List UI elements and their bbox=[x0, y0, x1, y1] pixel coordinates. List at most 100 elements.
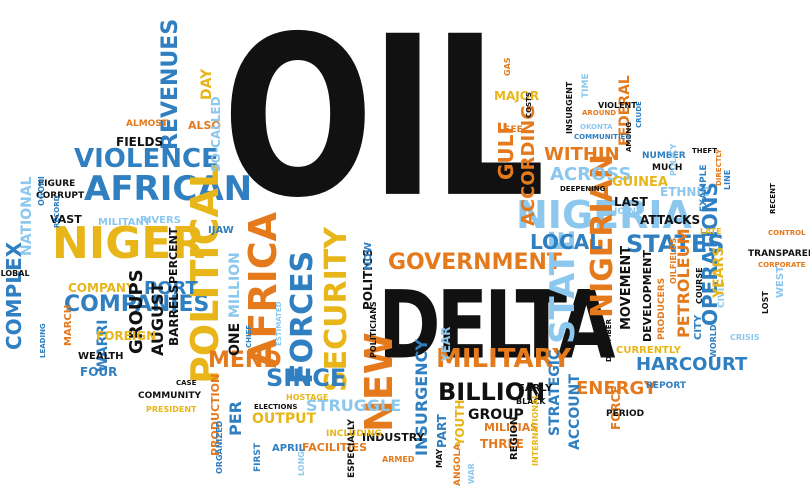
word-percent: PERCENT bbox=[167, 227, 180, 284]
word-example: EXAMPLE bbox=[699, 164, 709, 213]
word-complex: COMPLEX bbox=[2, 241, 26, 350]
word-revenues: REVENUES bbox=[158, 18, 183, 150]
word-part: PART bbox=[435, 414, 449, 448]
word-within: WITHIN bbox=[544, 144, 620, 165]
word-youth: YOUTH bbox=[453, 399, 467, 446]
word-global: GLOBAL bbox=[0, 269, 30, 278]
word-currently: CURRENTLY bbox=[616, 345, 681, 356]
word-communities: COMMUNITIES bbox=[574, 133, 631, 141]
word-corporate: CORPORATE bbox=[758, 261, 806, 269]
word-military: MILITARY bbox=[436, 344, 572, 374]
word-vast: VAST bbox=[50, 213, 82, 226]
word-companies: COMPANIES bbox=[64, 292, 210, 317]
word-joint: JOINT bbox=[614, 207, 643, 217]
word-report: REPORT bbox=[646, 381, 686, 391]
word-struggle: STRUGGLE bbox=[306, 396, 402, 415]
word-development: DEVELOPMENT bbox=[641, 250, 654, 342]
word-world: WORLD bbox=[709, 324, 718, 358]
word-late: LATE bbox=[700, 227, 722, 236]
word-city: CITY bbox=[693, 314, 704, 340]
word-including: INCLUDING bbox=[326, 429, 382, 439]
word-violent: VIOLENT bbox=[598, 101, 637, 110]
word-major: MAJOR bbox=[494, 89, 540, 103]
word-foreign: FOREIGN bbox=[96, 329, 157, 343]
word-guinea: GUINEA bbox=[612, 175, 668, 190]
word-last: LAST bbox=[614, 195, 648, 209]
word-ethnic: ETHNIC bbox=[660, 185, 710, 199]
word-first: FIRST bbox=[253, 442, 263, 472]
word-force: FORCE bbox=[609, 385, 623, 430]
word-energy: ENERGY bbox=[576, 378, 657, 399]
word-theft: THEFT bbox=[692, 147, 717, 155]
word-directly: DIRECTLY bbox=[715, 149, 723, 186]
word-militant: MILITANT bbox=[98, 217, 151, 228]
word-organized: ORGANIZED bbox=[215, 420, 224, 474]
word-niger: NIGER bbox=[52, 218, 206, 269]
word-president: PRESIDENT bbox=[146, 405, 197, 414]
word-year: YEAR bbox=[439, 326, 453, 362]
word-case: CASE bbox=[176, 379, 197, 387]
word-community: COMMUNITY bbox=[138, 391, 202, 401]
word-now: NOW bbox=[363, 242, 374, 270]
word-west: WEST bbox=[775, 266, 786, 298]
word-much: MUCH bbox=[652, 163, 683, 173]
word-nigeria: NIGERIA bbox=[516, 193, 692, 237]
word-violence: VIOLENCE bbox=[74, 144, 219, 174]
word-gas: GAS bbox=[503, 57, 512, 76]
word-politicians: POLITICIANS bbox=[369, 301, 378, 358]
word-rivers: RIVERS bbox=[140, 215, 181, 226]
word-april: APRIL bbox=[272, 443, 305, 454]
word-leading: LEADING bbox=[39, 323, 47, 358]
word-one: ONE bbox=[227, 322, 243, 356]
word-across: ACROSS bbox=[550, 164, 632, 185]
word-national: NATIONAL bbox=[19, 176, 35, 256]
word-million: MILLION bbox=[227, 252, 243, 318]
word-black: BLACK bbox=[516, 397, 546, 406]
word-armed: ARMED bbox=[382, 455, 415, 464]
word-course: COURSE bbox=[695, 267, 704, 304]
word-early: EARLY bbox=[518, 383, 553, 394]
word-march: MARCH bbox=[63, 304, 74, 346]
word-states: STATES bbox=[626, 230, 725, 258]
word-estimated: ESTIMATED bbox=[275, 301, 283, 346]
word-chief: CHIEF bbox=[245, 324, 253, 348]
word-facilities: FACILITIES bbox=[302, 441, 368, 454]
word-years: YEARS bbox=[711, 246, 727, 298]
word-time: TIME bbox=[581, 73, 591, 98]
word-recent: RECENT bbox=[769, 183, 777, 214]
word-august: AUGUST bbox=[148, 282, 167, 356]
word-fields: FIELDS bbox=[116, 135, 164, 149]
word-ogoni: OGONI bbox=[37, 176, 46, 206]
word-hostage: HOSTAGE bbox=[286, 393, 329, 402]
word-record: RECORD bbox=[53, 195, 61, 228]
word-new: NEW bbox=[357, 332, 401, 432]
word-account: ACCOUNT bbox=[567, 374, 583, 450]
word-local: LOCAL bbox=[530, 230, 602, 254]
word-african: AFRICAN bbox=[84, 169, 253, 209]
word-delta: DELTA bbox=[378, 270, 615, 380]
word-costs: COSTS bbox=[525, 92, 533, 118]
word-oilfields: OILFIELDS bbox=[669, 237, 678, 284]
word-mend: MEND bbox=[208, 348, 282, 373]
word-insurgent: INSURGENT bbox=[565, 81, 574, 134]
word-almost: ALMOST bbox=[126, 119, 168, 129]
word-government: GOVERNMENT bbox=[388, 250, 562, 275]
word-transparency: TRANSPARENCY bbox=[748, 249, 810, 259]
word-output: OUTPUT bbox=[252, 411, 316, 427]
word-control: CONTROL bbox=[768, 229, 806, 237]
word-group: GROUP bbox=[468, 407, 524, 423]
word-period: PERIOD bbox=[606, 409, 645, 419]
word-figure: FIGURE bbox=[38, 179, 76, 189]
word-four: FOUR bbox=[80, 365, 118, 379]
word-militias: MILITIAS bbox=[484, 421, 539, 434]
word-harcourt: HARCOURT bbox=[636, 354, 748, 375]
word-deepening: DEEPENING bbox=[560, 185, 606, 193]
word-barrels: BARRELS bbox=[167, 284, 181, 346]
word-december: DECEMBER bbox=[605, 319, 613, 362]
word-three: THREE bbox=[480, 437, 524, 451]
word-angola: ANGOLA bbox=[453, 443, 463, 486]
word-war: WAR bbox=[467, 463, 476, 484]
word-long: LONG bbox=[297, 451, 306, 476]
word-industry: INDUSTRY bbox=[362, 431, 425, 444]
word-especially: ESPECIALLY bbox=[347, 419, 357, 478]
